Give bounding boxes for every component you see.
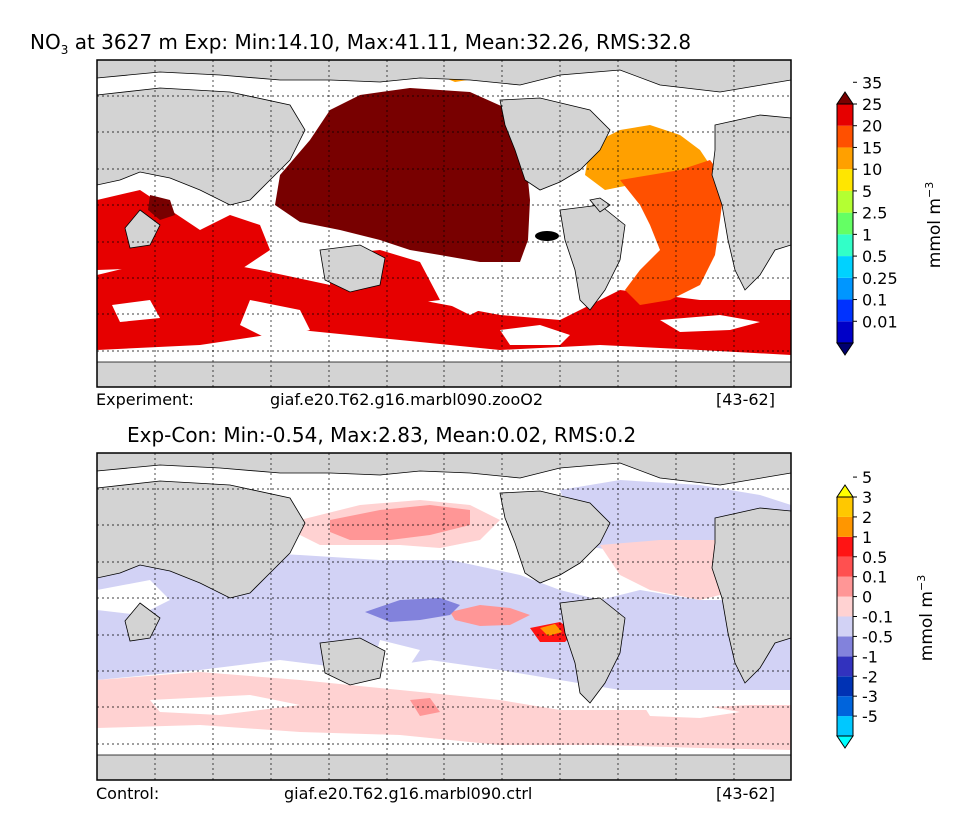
top-footer-case: giaf.e20.T62.g16.marbl090.zooO2 [270,390,544,409]
bottom-colorbar-swatch [837,616,853,637]
bottom-map-frame [96,452,792,781]
bottom-field-blue [365,598,460,622]
bottom-colorbar-swatch [837,696,853,717]
top-colorbar-swatch [837,212,853,235]
top-colorbar-swatch [837,256,853,278]
top-panel-title: NO3 at 3627 m Exp: Min:14.10, Max:41.11,… [30,30,691,57]
bottom-field-gaps [97,580,740,718]
top-footer-years: [43-62] [716,390,775,409]
bottom-footer-years: [43-62] [716,784,775,803]
bottom-colorbar-tick-label: 5 [862,468,872,487]
top-colorbar-swatch [837,169,853,191]
top-map [97,60,791,387]
bottom-colorbar-tick-label: -2 [862,667,878,686]
bottom-colorbar-tick-label: 0.1 [862,568,887,587]
bottom-colorbar-tick-label: 3 [862,488,872,507]
bottom-colorbar-swatch [837,596,853,617]
bottom-panel-title: Exp-Con: Min:-0.54, Max:2.83, Mean:0.02,… [127,423,637,447]
top-colorbar-extend-min [836,342,854,356]
bottom-colorbar-tick-label: 2 [862,508,872,527]
top-title-stats: at 3627 m Exp: Min:14.10, Max:41.11, Mea… [68,30,692,54]
bottom-colorbar-swatch [837,676,853,697]
bottom-colorbar-extend-max [836,484,854,498]
top-colorbar-frame [836,103,854,344]
top-colorbar-swatch [837,125,853,148]
bottom-colorbar-swatch [837,516,853,537]
bottom-colorbar-tick-label: 1 [862,528,872,547]
bottom-colorbar-swatch [837,716,853,736]
top-colorbar: 0.01 0.1 0.25 0.5 1 2.5 5 10 15 20 25 35 [836,73,898,356]
bottom-colorbar-tick-label: 0 [862,588,872,607]
top-colorbar-tick-label: 25 [862,95,882,114]
top-map-frame [96,59,792,388]
top-colorbar-swatch [837,147,853,170]
bottom-footer-case: giaf.e20.T62.g16.marbl090.ctrl [284,784,533,803]
top-colorbar-tick-label: 15 [862,138,882,157]
bottom-colorbar-swatch [837,497,853,517]
top-graticule [97,60,791,387]
bottom-map [97,453,791,780]
top-land [97,60,791,387]
top-colorbar-swatch [837,104,853,126]
top-colorbar-tick-label: 35 [862,73,882,92]
bottom-colorbar-tick-label: 0.5 [862,548,887,567]
bottom-colorbar-tick-label: -5 [862,707,878,726]
bottom-graticule [97,453,791,780]
top-colorbar-swatch [837,299,853,322]
bottom-colorbar-swatch [837,536,853,557]
top-colorbar-tick-label: 0.1 [862,291,887,310]
top-colorbar-swatch [837,321,853,343]
top-colorbar-tick-label: 0.25 [862,269,898,288]
top-colorbar-tick-label: 0.5 [862,247,887,266]
top-hole [535,231,559,241]
bottom-colorbar-unit: mmol m−3 [915,575,937,661]
top-colorbar-tick-label: 10 [862,160,882,179]
top-colorbar-swatch [837,190,853,213]
bottom-footer-label: Control: [96,784,160,803]
top-footer-label: Experiment: [96,390,194,409]
top-colorbar-swatch [837,277,853,300]
bottom-colorbar-tick-label: -0.5 [862,627,893,646]
bottom-field-pink-strong [330,505,530,716]
bottom-colorbar-tick-label: -1 [862,647,878,666]
top-title-variable: NO [30,30,61,54]
top-colorbar-swatch [837,234,853,257]
top-colorbar-tick-label: 1 [862,225,872,244]
bottom-colorbar-swatch [837,636,853,657]
top-colorbar-tick-label: 20 [862,117,882,136]
top-colorbar-tick-label: 2.5 [862,204,887,223]
bottom-colorbar-tick-label: -0.1 [862,608,893,627]
top-field-south-atlantic [620,160,725,305]
top-colorbar-unit: mmol m−3 [923,182,945,268]
top-title-subscript: 3 [60,43,69,57]
top-colorbar-extend-max [836,91,854,105]
bottom-colorbar-swatch [837,576,853,597]
bottom-colorbar-swatch [837,656,853,677]
bottom-colorbar-swatch [837,556,853,577]
top-colorbar-tick-label: 0.01 [862,312,898,331]
bottom-colorbar-tick-label: -3 [862,687,878,706]
top-colorbar-tick-label: 5 [862,182,872,201]
bottom-colorbar-extend-min [836,735,854,749]
